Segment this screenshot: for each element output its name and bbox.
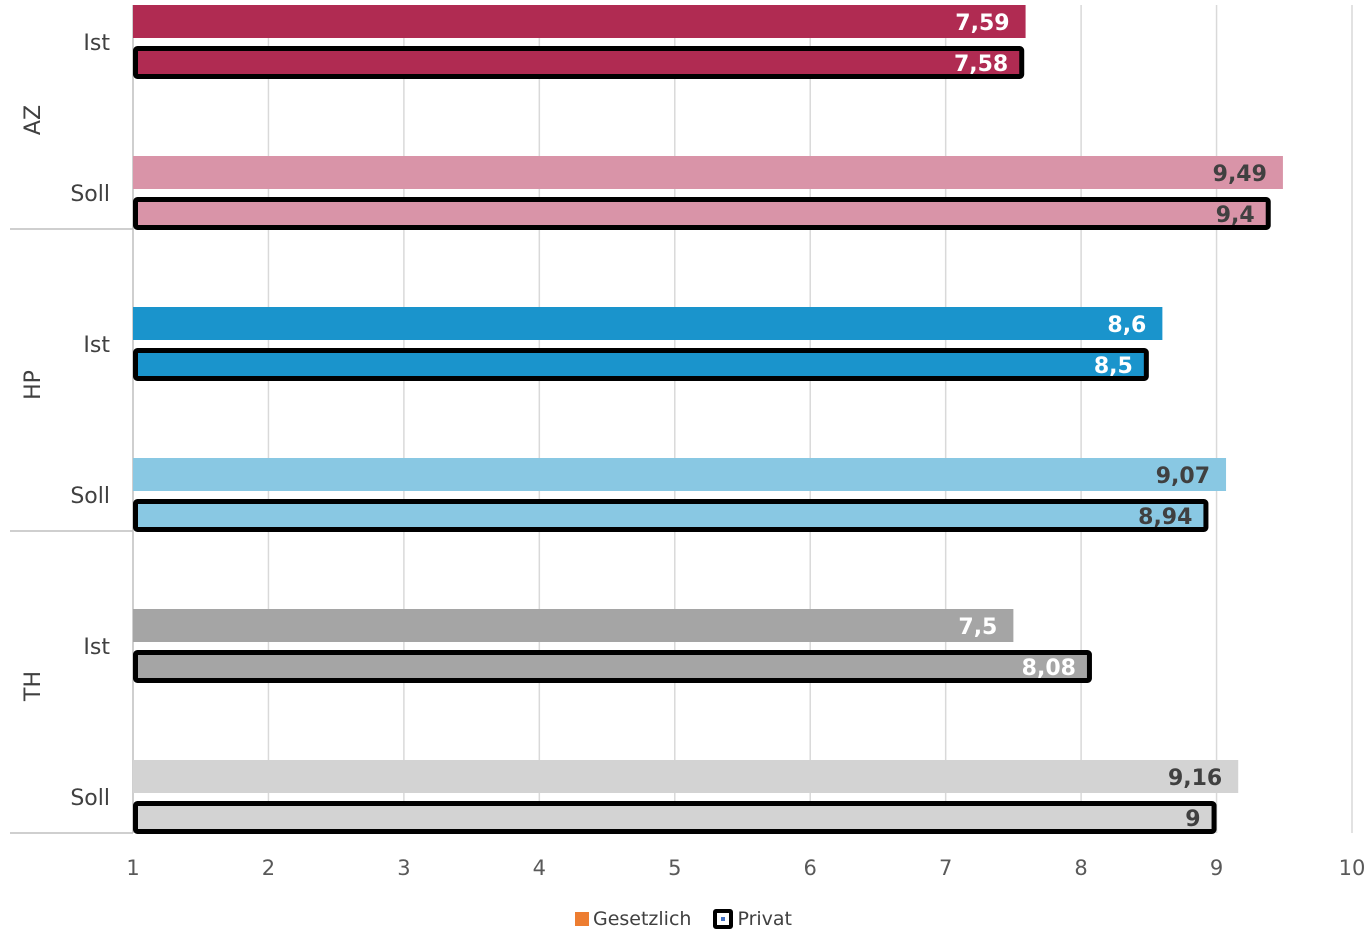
category-label: Soll bbox=[70, 786, 110, 811]
data-label: 7,59 bbox=[955, 11, 1009, 36]
data-label: 8,08 bbox=[1022, 656, 1076, 681]
category-label: Soll bbox=[70, 484, 110, 509]
x-tick-label: 9 bbox=[1210, 856, 1223, 880]
bar-gesetzlich bbox=[133, 609, 1014, 642]
data-label: 7,58 bbox=[954, 52, 1008, 77]
data-label: 8,6 bbox=[1107, 313, 1146, 338]
x-tick-label: 2 bbox=[262, 856, 275, 880]
bar-gesetzlich bbox=[133, 458, 1227, 491]
legend-item-privat: Privat bbox=[713, 908, 792, 930]
legend-item-gesetzlich: Gesetzlich bbox=[574, 908, 692, 930]
group-label: TH bbox=[21, 671, 46, 702]
legend-label-gesetzlich: Gesetzlich bbox=[592, 908, 692, 930]
bar-privat bbox=[133, 197, 1271, 230]
x-tick-label: 6 bbox=[804, 856, 817, 880]
bar-gesetzlich bbox=[133, 5, 1026, 38]
x-tick-label: 8 bbox=[1074, 856, 1087, 880]
category-label: Ist bbox=[83, 31, 110, 56]
x-tick-label: 10 bbox=[1339, 856, 1366, 880]
bar-privat bbox=[133, 801, 1217, 834]
category-label: Soll bbox=[70, 182, 110, 207]
data-label: 9,07 bbox=[1156, 464, 1210, 489]
legend-swatch-privat bbox=[713, 909, 734, 929]
group-label: AZ bbox=[21, 105, 46, 135]
legend: Gesetzlich Privat bbox=[0, 904, 1367, 934]
x-tick-label: 4 bbox=[533, 856, 546, 880]
bar-gesetzlich bbox=[133, 307, 1163, 340]
bar-chart: 1 2 3 4 5 6 7 8 9 10AZIst7,597,58Soll9,499,4HPIst… bbox=[10, 5, 1366, 880]
bar-gesetzlich bbox=[133, 156, 1283, 189]
bar-privat bbox=[133, 650, 1092, 683]
x-tick-label: 3 bbox=[397, 856, 410, 880]
legend-swatch-gesetzlich bbox=[574, 912, 589, 926]
category-label: Ist bbox=[83, 333, 110, 358]
x-tick-label: 1 bbox=[126, 856, 139, 880]
data-label: 9,49 bbox=[1213, 162, 1267, 187]
data-label: 9,16 bbox=[1168, 766, 1222, 791]
bar-gesetzlich bbox=[133, 760, 1239, 793]
legend-label-privat: Privat bbox=[737, 908, 793, 930]
data-label: 8,5 bbox=[1094, 354, 1133, 379]
group-label: HP bbox=[21, 370, 46, 400]
bar-privat bbox=[133, 348, 1149, 381]
data-label: 9 bbox=[1185, 807, 1200, 832]
bar-privat bbox=[133, 46, 1025, 79]
bar-privat bbox=[133, 499, 1209, 532]
x-tick-label: 5 bbox=[668, 856, 681, 880]
data-label: 8,94 bbox=[1138, 505, 1192, 530]
data-label: 9,4 bbox=[1216, 203, 1255, 228]
category-label: Ist bbox=[83, 635, 110, 660]
data-label: 7,5 bbox=[958, 615, 997, 640]
x-tick-label: 7 bbox=[939, 856, 952, 880]
